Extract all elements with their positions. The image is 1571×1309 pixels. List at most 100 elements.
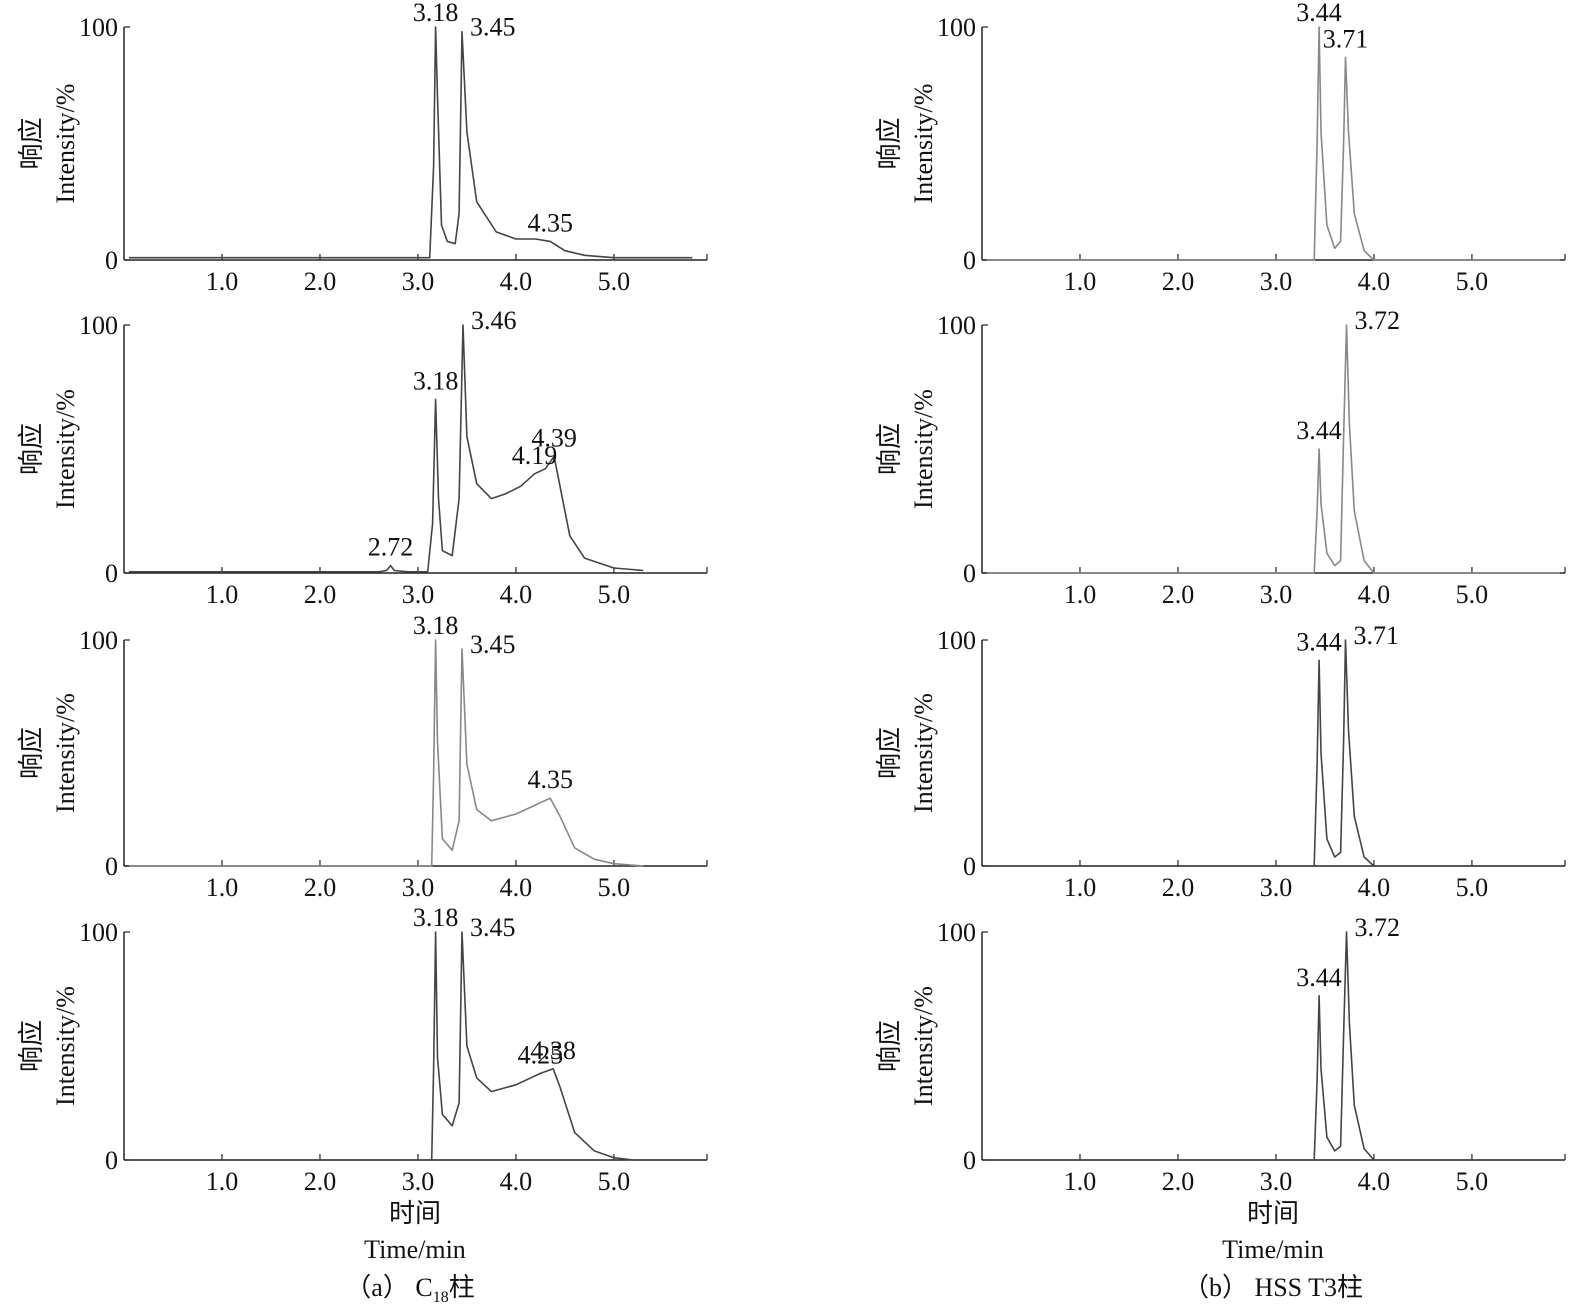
y-tick-label-a1-0: 0 xyxy=(105,246,118,275)
y-axis-label-en-a3: Intensity/% xyxy=(51,693,80,813)
y-axis-label-cn-a4: 响应 xyxy=(17,1020,46,1072)
x-axis-label-cn-b: 时间 xyxy=(1247,1199,1299,1228)
y-tick-label-a1-1: 100 xyxy=(79,13,118,42)
x-tick-label-b1-1: 2.0 xyxy=(1162,267,1195,296)
x-tick-label-b2-0: 1.0 xyxy=(1064,580,1097,609)
x-tick-label-a4-1: 2.0 xyxy=(304,1167,337,1196)
x-tick-label-a2-1: 2.0 xyxy=(304,580,337,609)
x-tick-label-b1-0: 1.0 xyxy=(1064,267,1097,296)
x-tick-label-b4-0: 1.0 xyxy=(1064,1167,1097,1196)
x-tick-label-a3-1: 2.0 xyxy=(304,873,337,902)
peak-label-b1-1: 3.71 xyxy=(1323,24,1369,53)
peak-label-a1-2: 4.35 xyxy=(527,208,573,237)
x-tick-label-a3-2: 3.0 xyxy=(402,873,435,902)
x-tick-label-b2-4: 5.0 xyxy=(1456,580,1489,609)
peak-label-a4-1: 3.45 xyxy=(470,913,515,942)
y-tick-label-a4-0: 0 xyxy=(105,1146,118,1175)
panel-a2: 1.0 2.0 3.0 4.0 5.0 0 100 响应 Intensity/% 2.72 3.18… xyxy=(17,306,708,609)
x-tick-label-a2-4: 5.0 xyxy=(598,580,631,609)
panel-b2: 1.0 2.0 3.0 4.0 5.0 0 100 响应 Intensity/% 3.44 3.72 xyxy=(875,306,1566,609)
panel-b3: 1.0 2.0 3.0 4.0 5.0 0 100 响应 Intensity/% 3.44 3.71 xyxy=(875,621,1566,902)
x-tick-label-a1-2: 3.0 xyxy=(402,267,435,296)
y-tick-label-a4-1: 100 xyxy=(79,918,118,947)
y-axis-label-cn-b3: 响应 xyxy=(875,727,904,779)
peak-label-a2-2: 3.46 xyxy=(471,306,517,335)
x-tick-label-a2-3: 4.0 xyxy=(500,580,533,609)
peak-label-a4-3: 4.38 xyxy=(530,1036,576,1065)
panel-b1: 1.0 2.0 3.0 4.0 5.0 0 100 响应 Intensity/% 3.443.71 xyxy=(875,0,1566,296)
trace-line-b3 xyxy=(986,639,1561,867)
x-tick-label-a3-4: 5.0 xyxy=(598,873,631,902)
y-axis-label-cn-b2: 响应 xyxy=(875,423,904,475)
x-tick-label-b1-2: 3.0 xyxy=(1260,267,1293,296)
x-axis-title-b: 时间 Time/min xyxy=(1222,1199,1324,1264)
x-tick-label-b3-0: 1.0 xyxy=(1064,873,1097,902)
y-axis-label-en-b4: Intensity/% xyxy=(909,986,938,1106)
y-tick-label-b3-1: 100 xyxy=(937,626,976,655)
x-tick-label-b1-4: 5.0 xyxy=(1456,267,1489,296)
y-tick-label-b1-0: 0 xyxy=(963,246,976,275)
trace-line-a4 xyxy=(128,931,634,1161)
y-axis-label-en-b1: Intensity/% xyxy=(909,84,938,204)
x-tick-label-b4-3: 4.0 xyxy=(1358,1167,1391,1196)
peak-label-a1-0: 3.18 xyxy=(413,0,459,27)
x-tick-label-b4-2: 3.0 xyxy=(1260,1167,1293,1196)
x-tick-label-b1-3: 4.0 xyxy=(1358,267,1391,296)
x-tick-label-b2-3: 4.0 xyxy=(1358,580,1391,609)
x-tick-label-b2-1: 2.0 xyxy=(1162,580,1195,609)
y-axis-label-en-a2: Intensity/% xyxy=(51,389,80,509)
x-tick-label-b4-1: 2.0 xyxy=(1162,1167,1195,1196)
peak-label-a2-1: 3.18 xyxy=(413,366,459,395)
y-tick-label-a3-0: 0 xyxy=(105,852,118,881)
x-axis-label-en-b: Time/min xyxy=(1222,1235,1324,1264)
x-tick-label-a1-3: 4.0 xyxy=(500,267,533,296)
x-tick-label-a4-4: 5.0 xyxy=(598,1167,631,1196)
y-axis-label-cn-a1: 响应 xyxy=(17,117,46,169)
y-axis-label-en-a1: Intensity/% xyxy=(51,84,80,204)
peak-label-a4-2: 4.25 xyxy=(518,1040,564,1069)
x-tick-label-a3-0: 1.0 xyxy=(206,873,239,902)
x-tick-label-b2-2: 3.0 xyxy=(1260,580,1293,609)
x-tick-label-a4-2: 3.0 xyxy=(402,1167,435,1196)
peak-label-b3-1: 3.71 xyxy=(1354,621,1400,650)
panel-a3: 1.0 2.0 3.0 4.0 5.0 0 100 响应 Intensity/% 3.18 3.45… xyxy=(17,611,708,902)
y-axis-label-en-b2: Intensity/% xyxy=(909,389,938,509)
panel-b4: 1.0 2.0 3.0 4.0 5.0 0 100 响应 Intensity/% 3.44 3.72 xyxy=(875,913,1566,1196)
caption-a-suffix: 柱 xyxy=(449,1273,475,1302)
caption-b: （b） HSS T3柱 xyxy=(1183,1273,1363,1302)
y-tick-label-b3-0: 0 xyxy=(963,852,976,881)
trace-line-b1 xyxy=(986,26,1561,261)
trace-line-a2 xyxy=(128,324,644,573)
peak-label-b1-0: 3.44 xyxy=(1296,0,1342,27)
x-tick-label-b4-4: 5.0 xyxy=(1456,1167,1489,1196)
x-axis-title-a: 时间 Time/min xyxy=(364,1199,466,1264)
peak-label-a3-2: 4.35 xyxy=(527,765,573,794)
peak-label-a3-0: 3.18 xyxy=(413,611,459,640)
x-axis-label-cn-a: 时间 xyxy=(389,1199,441,1228)
peak-label-b4-0: 3.44 xyxy=(1296,963,1342,992)
panel-a1: 1.0 2.0 3.0 4.0 5.0 0 100 响应 Intensity/% 3.18 3.45… xyxy=(17,0,708,296)
y-tick-label-b1-1: 100 xyxy=(937,13,976,42)
y-tick-label-b4-0: 0 xyxy=(963,1146,976,1175)
y-axis-label-cn-b1: 响应 xyxy=(875,117,904,169)
x-tick-label-a2-0: 1.0 xyxy=(206,580,239,609)
trace-line-b2 xyxy=(986,324,1561,574)
y-axis-label-cn-a3: 响应 xyxy=(17,727,46,779)
y-tick-label-b2-1: 100 xyxy=(937,311,976,340)
x-tick-label-a1-4: 5.0 xyxy=(598,267,631,296)
x-tick-label-a1-0: 1.0 xyxy=(206,267,239,296)
x-tick-label-a1-1: 2.0 xyxy=(304,267,337,296)
y-axis-label-en-b3: Intensity/% xyxy=(909,693,938,813)
x-tick-label-a4-3: 4.0 xyxy=(500,1167,533,1196)
trace-line-a3 xyxy=(128,639,644,867)
peak-label-b3-0: 3.44 xyxy=(1296,627,1342,656)
y-tick-label-a2-0: 0 xyxy=(105,559,118,588)
peak-label-b4-1: 3.72 xyxy=(1354,913,1400,942)
panel-a4: 1.0 2.0 3.0 4.0 5.0 0 100 响应 Intensity/% 3.18 3.45… xyxy=(17,903,708,1196)
peak-label-a1-1: 3.45 xyxy=(470,13,515,42)
x-tick-label-a3-3: 4.0 xyxy=(500,873,533,902)
peak-label-a4-0: 3.18 xyxy=(413,903,459,932)
y-axis-label-cn-b4: 响应 xyxy=(875,1020,904,1072)
